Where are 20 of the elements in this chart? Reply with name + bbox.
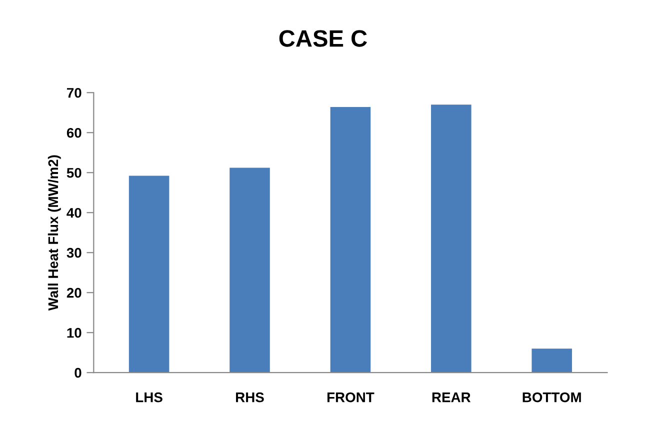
x-tick-label: RHS: [236, 392, 264, 402]
y-tick-label: 70: [67, 88, 82, 98]
y-tick-label: 30: [66, 248, 82, 258]
x-tick-label: REAR: [432, 392, 471, 402]
y-tick-label: 60: [66, 128, 82, 138]
y-axis-title: Wall Heat Flux (MW/m2): [48, 155, 61, 311]
y-tick-label: 40: [66, 208, 82, 218]
bar: [532, 348, 572, 373]
bar: [230, 168, 270, 373]
x-tick-label: LHS: [136, 392, 162, 402]
bar: [128, 176, 170, 373]
y-tick-label: 10: [67, 328, 82, 338]
y-tick-label: 50: [66, 168, 82, 178]
bar: [330, 107, 371, 373]
x-tick-label: BOTTOM: [522, 392, 581, 402]
y-tick-label: 20: [66, 288, 82, 298]
x-tick-label: FRONT: [327, 392, 374, 402]
y-tick-label: 0: [74, 368, 82, 378]
bar: [431, 104, 472, 373]
chart-title: CASE C: [279, 30, 367, 47]
